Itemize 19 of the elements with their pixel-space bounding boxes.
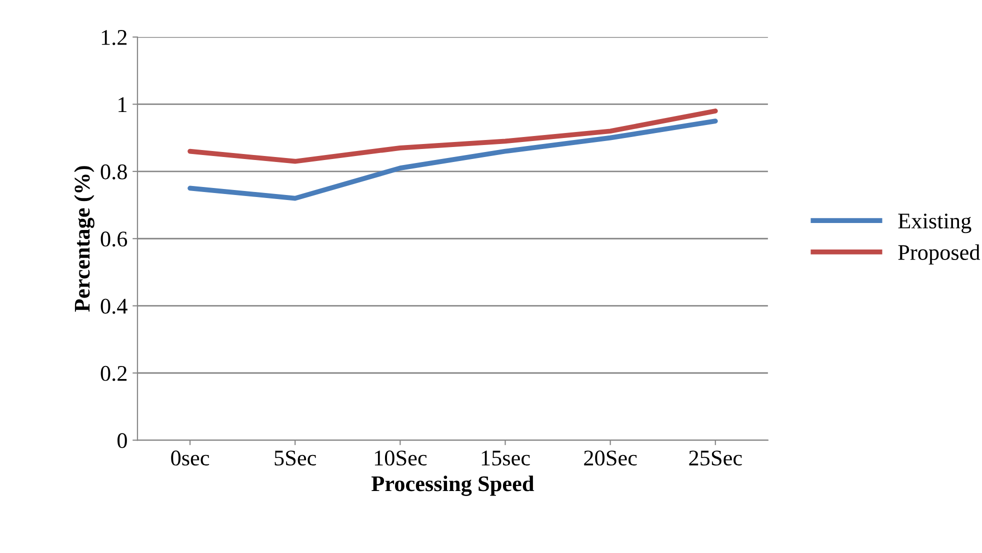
y-tick-label: 0.6 xyxy=(100,232,128,247)
x-tick-label: 0sec xyxy=(171,450,210,466)
y-tick-label: 0 xyxy=(117,433,127,448)
line-series xyxy=(188,108,718,164)
legend-label: Proposed xyxy=(898,244,980,264)
y-tick-label: 0.4 xyxy=(100,298,128,314)
x-tick-label: 10Sec xyxy=(374,450,427,466)
x-axis-title: Processing Speed xyxy=(371,476,534,496)
legend-label: Existing xyxy=(898,214,972,234)
y-axis-title: Percentage (%) xyxy=(74,166,94,312)
y-tick-label: 1 xyxy=(118,97,126,112)
line-series xyxy=(188,118,718,201)
x-tick-label: 15sec xyxy=(482,450,530,466)
y-tick-label: 0.2 xyxy=(100,366,127,382)
x-tick-label: 5Sec xyxy=(274,450,316,466)
x-tick-label: 25Sec xyxy=(689,450,742,466)
y-tick-label: 0.8 xyxy=(100,164,127,180)
y-tick-label: 1.2 xyxy=(102,30,127,46)
x-tick-label: 20Sec xyxy=(584,450,637,466)
